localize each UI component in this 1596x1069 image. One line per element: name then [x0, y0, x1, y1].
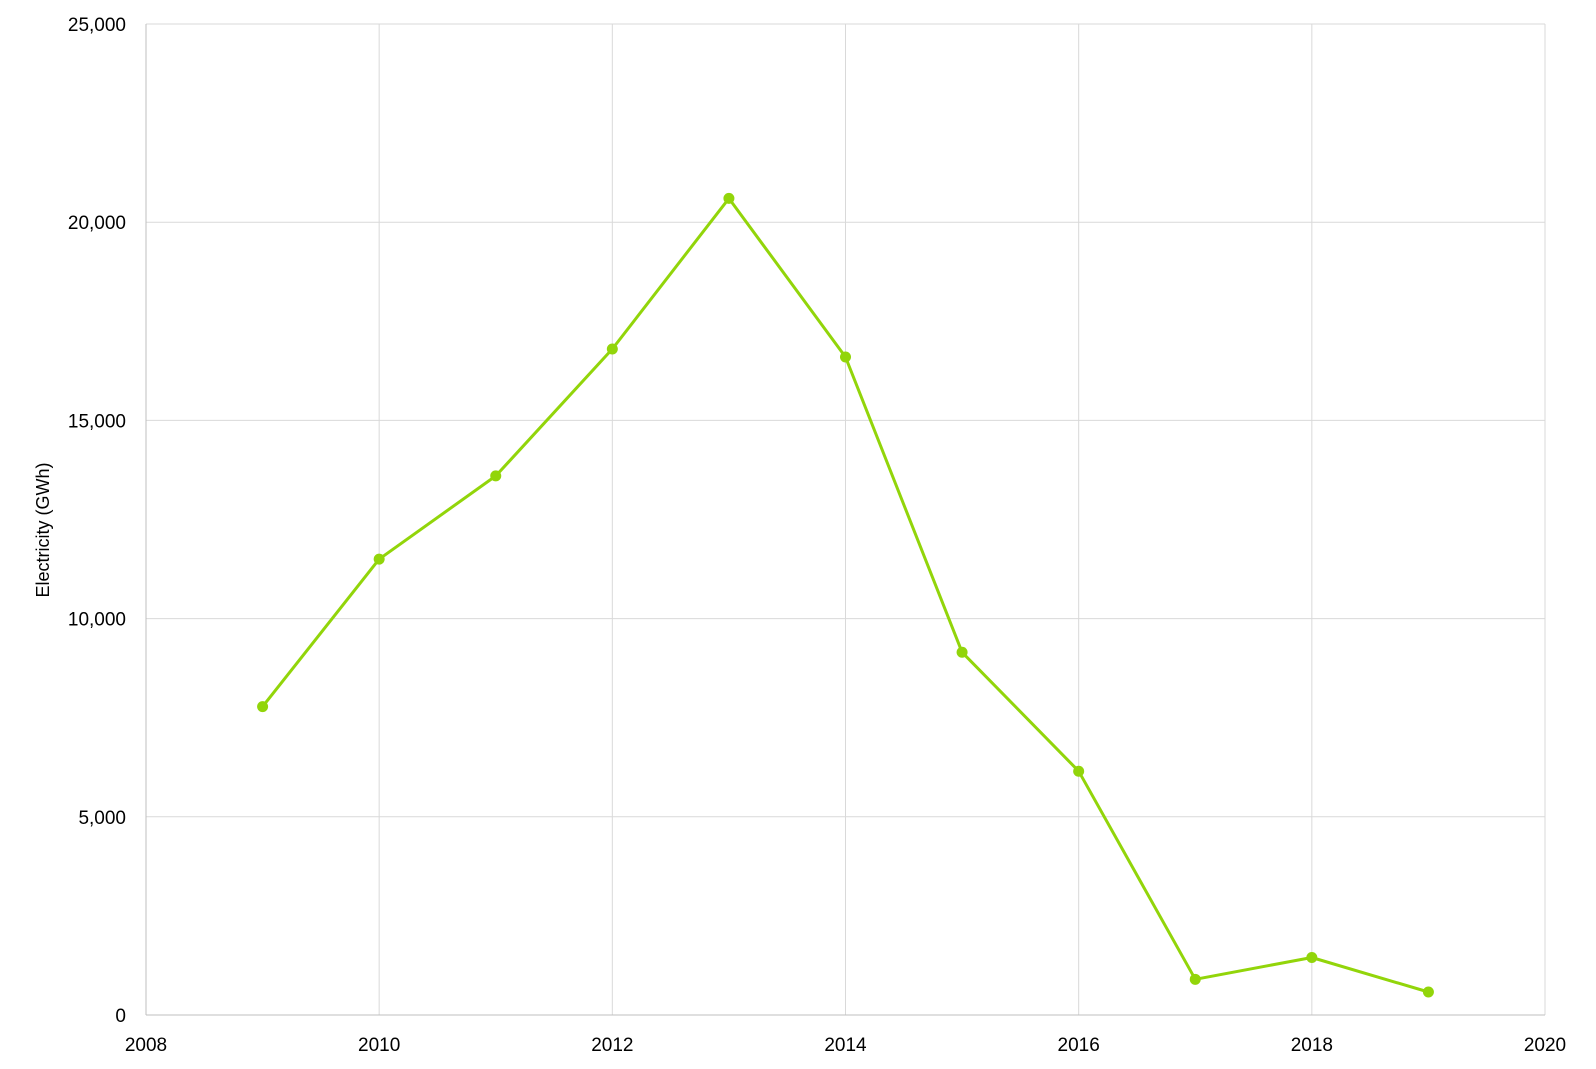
y-tick-label: 0: [115, 1006, 126, 1027]
data-point: [956, 646, 968, 658]
grid-layer: [146, 23, 1546, 1015]
data-point: [1306, 952, 1318, 964]
data-point: [840, 351, 851, 363]
data-point: [373, 553, 385, 565]
y-tick-label: 10,000: [68, 610, 126, 631]
data-point: [723, 192, 735, 204]
y-tick-label: 15,000: [68, 411, 126, 432]
axis-layer: 0 5,000 10,000 15,000 20,000 25,000 2008 2010 20…: [68, 15, 1566, 1056]
data-point: [606, 343, 618, 355]
x-tick-label: 2012: [591, 1035, 633, 1056]
y-tick-label: 20,000: [68, 213, 126, 234]
data-point: [1422, 986, 1434, 998]
x-tick-label: 2008: [125, 1035, 167, 1056]
x-tick-label: 2018: [1291, 1035, 1333, 1056]
x-tick-label: 2020: [1524, 1035, 1566, 1056]
x-tick-label: 2014: [824, 1035, 867, 1056]
data-point: [490, 470, 502, 482]
y-axis-title: Electricity (GWh): [33, 463, 53, 598]
data-point: [1189, 973, 1201, 985]
y-tick-label: 5,000: [78, 808, 126, 829]
x-tick-label: 2010: [358, 1035, 400, 1056]
data-point: [1073, 765, 1085, 777]
y-tick-label: 25,000: [68, 15, 126, 36]
series-layer: [257, 192, 1434, 998]
data-point: [257, 701, 269, 713]
x-tick-label: 2016: [1058, 1035, 1100, 1056]
